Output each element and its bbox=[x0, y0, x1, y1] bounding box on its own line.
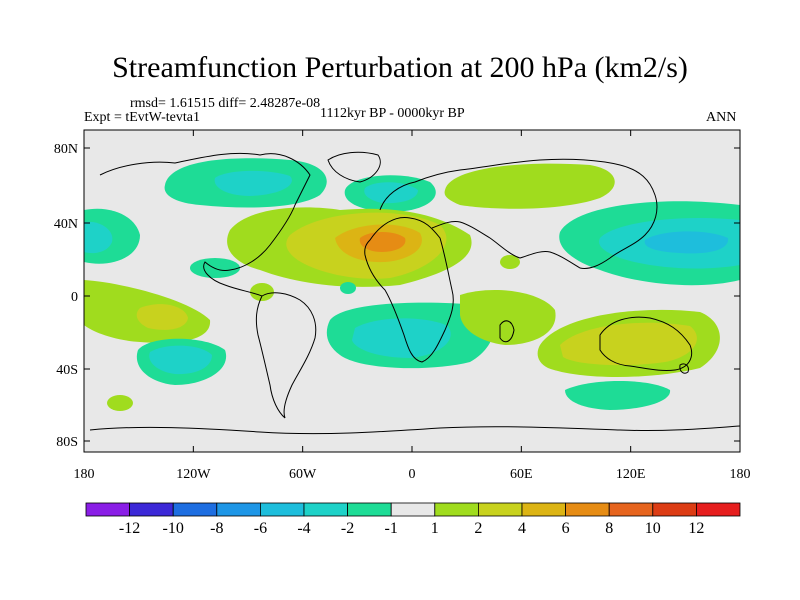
fill-australia-inner bbox=[560, 322, 697, 366]
colorbar-swatch bbox=[216, 502, 261, 517]
fill-atlantic-patch bbox=[340, 282, 356, 294]
colorbar-label: 4 bbox=[518, 520, 526, 537]
colorbar-label: 6 bbox=[562, 520, 570, 537]
x-tick-label: 60E bbox=[510, 467, 533, 482]
colorbar-swatch bbox=[303, 502, 348, 517]
fill-eurasia bbox=[444, 163, 615, 209]
season-label: ANN bbox=[706, 110, 737, 125]
colorbar: -12 -10 -8 -6 -4 -2 -1 1 2 4 6 8 10 12 bbox=[85, 502, 741, 537]
colorbar-swatch bbox=[477, 502, 523, 517]
fill-sahara-peak bbox=[359, 232, 406, 252]
colorbar-label: -1 bbox=[385, 520, 398, 537]
x-axis: 180 120W 60W 0 60E 120E 180 bbox=[74, 130, 751, 482]
plot-title: Streamfunction Perturbation at 200 hPa (… bbox=[112, 51, 688, 84]
colorbar-swatch bbox=[434, 502, 479, 517]
colorbar-swatch bbox=[129, 502, 174, 517]
fill-npacific-inner bbox=[644, 231, 729, 254]
colorbar-label: -2 bbox=[341, 520, 354, 537]
colorbar-swatch bbox=[608, 502, 654, 517]
coast-australia bbox=[599, 316, 693, 371]
y-axis: 80N 40N 0 40S 80S bbox=[54, 142, 740, 450]
fill-spacific-inner bbox=[149, 345, 212, 375]
contour-fills bbox=[84, 158, 740, 411]
coast-greenland bbox=[327, 151, 381, 183]
coast-north-america bbox=[99, 152, 311, 297]
colorbar-swatch bbox=[85, 502, 130, 517]
colorbar-label: 2 bbox=[474, 520, 482, 537]
coast-africa bbox=[364, 216, 454, 363]
colorbar-label: -8 bbox=[210, 520, 223, 537]
fill-southern-ocean bbox=[565, 381, 671, 410]
y-tick-label: 80N bbox=[54, 142, 78, 157]
y-tick-label: 80S bbox=[56, 435, 78, 450]
colorbar-label: -4 bbox=[297, 520, 310, 537]
fill-wpacific-inner bbox=[84, 221, 113, 254]
fill-caribbean-patch bbox=[250, 283, 274, 301]
colorbar-label: 10 bbox=[645, 520, 661, 537]
colorbar-swatch bbox=[521, 502, 566, 517]
colorbar-swatch bbox=[390, 502, 436, 517]
colorbar-swatch bbox=[172, 502, 218, 517]
x-tick-label: 60W bbox=[289, 467, 317, 482]
colorbar-label: -12 bbox=[119, 520, 140, 537]
fill-mozambique bbox=[460, 290, 556, 345]
fill-atlantic-inner bbox=[364, 182, 418, 204]
fill-epacific-inner bbox=[136, 304, 188, 330]
fill-arabia-patch bbox=[500, 255, 520, 269]
coast-madagascar bbox=[499, 320, 515, 343]
colorbar-label: -6 bbox=[254, 520, 267, 537]
y-tick-label: 0 bbox=[71, 290, 78, 305]
x-tick-label: 180 bbox=[74, 467, 95, 482]
colorbar-swatch bbox=[652, 502, 697, 517]
fill-canada-inner bbox=[214, 170, 292, 196]
colorbar-label: 8 bbox=[605, 520, 613, 537]
colorbar-swatch bbox=[259, 502, 305, 517]
colorbar-label: -10 bbox=[163, 520, 184, 537]
x-tick-label: 120E bbox=[616, 467, 646, 482]
coast-eurasia bbox=[379, 158, 658, 269]
experiment-label: Expt = tEvtW-tevta1 bbox=[84, 110, 200, 125]
coast-south-america-east bbox=[261, 292, 317, 419]
x-tick-label: 120W bbox=[176, 467, 211, 482]
fill-south-patch bbox=[107, 395, 133, 411]
y-tick-label: 40N bbox=[54, 217, 78, 232]
colorbar-swatch bbox=[347, 502, 392, 517]
coast-antarctica bbox=[89, 425, 740, 435]
colorbar-label: 1 bbox=[431, 520, 439, 537]
stats-label: rmsd= 1.61515 diff= 2.48287e-08 bbox=[130, 96, 321, 111]
colorbar-swatch bbox=[696, 502, 741, 517]
colorbar-swatch bbox=[565, 502, 610, 517]
period-label: 1112kyr BP - 0000kyr BP bbox=[320, 106, 465, 121]
fill-satlantic-inner bbox=[352, 318, 451, 358]
coast-new-zealand bbox=[679, 363, 689, 374]
colorbar-label: 12 bbox=[688, 520, 704, 537]
x-tick-label: 180 bbox=[730, 467, 751, 482]
coast-south-america-west bbox=[255, 295, 286, 419]
coastlines bbox=[89, 151, 740, 435]
x-tick-label: 0 bbox=[409, 467, 416, 482]
y-tick-label: 40S bbox=[56, 363, 78, 378]
